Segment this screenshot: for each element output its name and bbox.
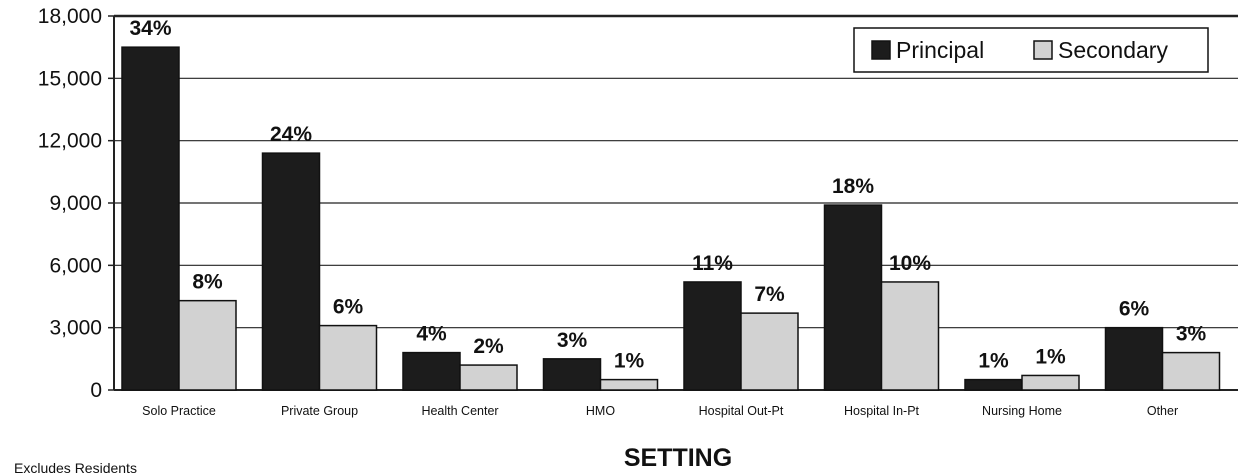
- y-tick-label: 15,000: [38, 67, 102, 90]
- data-label: 4%: [416, 323, 447, 346]
- x-tick-label: Hospital In-Pt: [844, 404, 920, 418]
- data-label: 18%: [832, 175, 874, 198]
- data-labels: 34% 8% 24% 6% 4% 2% 3% 1% 11% 7% 18% 10% 1% 1% 6% 3%: [129, 17, 1206, 372]
- x-tick-label: Solo Practice: [142, 404, 216, 418]
- legend-label: Principal: [896, 37, 984, 63]
- data-label: 10%: [889, 252, 931, 275]
- bar-secondary: [459, 364, 518, 391]
- x-tick-label: Hospital Out-Pt: [699, 404, 784, 418]
- y-axis: 0 3,000 6,000 9,000 12,000 15,000 18,000: [38, 5, 115, 402]
- bar-principal: [964, 378, 1023, 391]
- bar-principal: [542, 358, 602, 391]
- data-label: 8%: [192, 271, 223, 294]
- data-label: 6%: [333, 296, 364, 319]
- x-axis: Solo Practice Private Group Health Center H…: [114, 389, 1238, 418]
- bar-principal: [823, 204, 883, 391]
- x-tick-label: Private Group: [281, 404, 358, 418]
- legend: Principal Secondary: [853, 27, 1209, 73]
- x-tick-label: Health Center: [421, 404, 498, 418]
- x-tick-label: HMO: [586, 404, 615, 418]
- data-label: 1%: [1035, 345, 1066, 368]
- bar-principal: [402, 351, 461, 391]
- data-label: 11%: [692, 252, 733, 275]
- bar-secondary: [880, 281, 940, 391]
- y-tick-label: 3,000: [49, 317, 102, 340]
- data-label: 3%: [1176, 323, 1207, 346]
- bar-secondary: [318, 324, 378, 391]
- y-tick-label: 12,000: [38, 130, 102, 153]
- legend-label: Secondary: [1058, 37, 1168, 63]
- data-label: 24%: [270, 123, 312, 146]
- bar-principal: [1104, 326, 1164, 391]
- y-tick-label: 0: [90, 379, 102, 402]
- y-tick-label: 6,000: [49, 254, 102, 277]
- data-label: 1%: [614, 350, 645, 373]
- footnote: Excludes Residents: [14, 460, 137, 476]
- x-tick-label: Nursing Home: [982, 404, 1062, 418]
- y-tick-label: 9,000: [49, 192, 102, 215]
- bar-secondary: [740, 312, 799, 391]
- bar-principal: [121, 46, 180, 391]
- data-label: 7%: [754, 283, 785, 306]
- legend-swatch: [871, 40, 891, 60]
- y-tick-label: 18,000: [38, 5, 102, 28]
- bar-secondary: [599, 378, 659, 391]
- bar-principal: [261, 152, 321, 391]
- bar-secondary: [1161, 351, 1221, 391]
- x-axis-title: SETTING: [623, 444, 733, 472]
- x-tick-label: Other: [1147, 404, 1178, 418]
- bar-secondary: [178, 299, 237, 391]
- data-label: 3%: [557, 329, 588, 352]
- data-label: 1%: [978, 350, 1009, 373]
- bar-principal: [683, 281, 742, 391]
- data-label: 34%: [129, 17, 171, 40]
- data-label: 2%: [473, 335, 504, 358]
- data-label: 6%: [1119, 298, 1150, 321]
- legend-box: [853, 27, 1209, 73]
- bar-secondary: [1021, 374, 1080, 391]
- legend-swatch: [1033, 40, 1053, 60]
- bars: [121, 46, 1221, 391]
